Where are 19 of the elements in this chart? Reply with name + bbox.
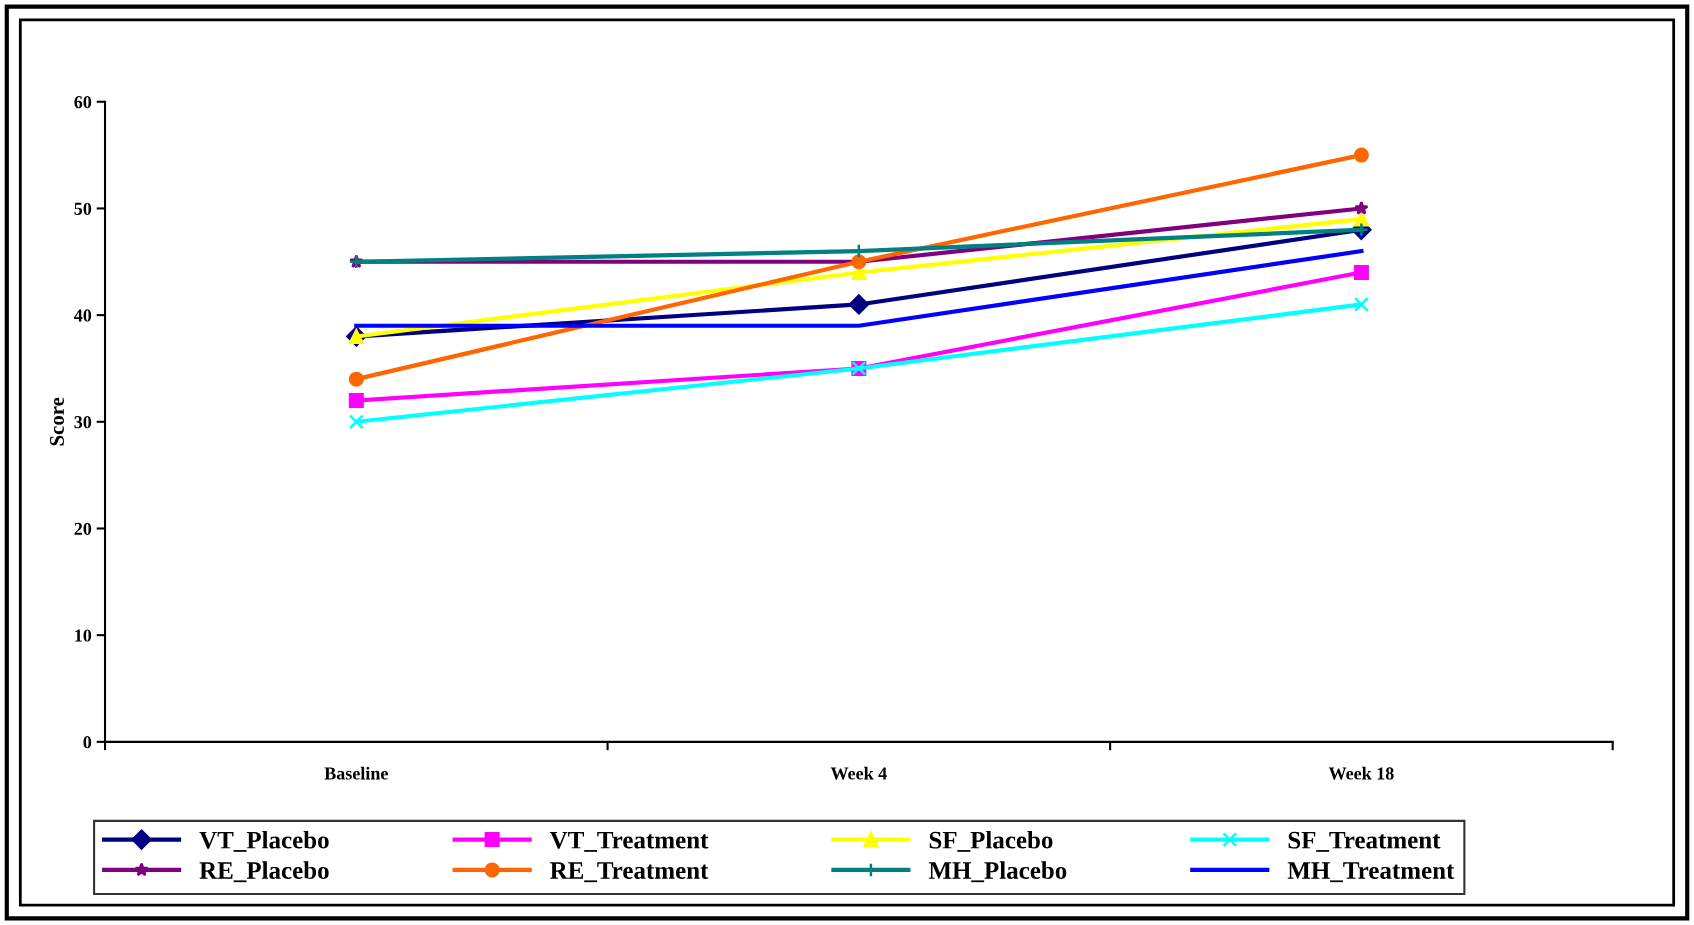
y-tick-label: 20	[74, 522, 92, 535]
legend-label: SF_Placebo	[929, 831, 1053, 852]
legend-label: MH_Placebo	[928, 861, 1067, 883]
x-tick-label: Baseline	[324, 766, 388, 780]
y-tick-label: 0	[83, 736, 92, 749]
x-tick-label: Week 18	[1328, 766, 1394, 780]
y-tick-label: 40	[74, 309, 92, 322]
y-tick-label: 30	[74, 416, 92, 429]
legend-label: VT_Treatment	[549, 831, 709, 852]
legend-label: SF_Treatment	[1288, 831, 1441, 852]
legend-label: RE_Treatment	[550, 862, 709, 883]
legend-label: VT_Placebo	[199, 831, 329, 852]
y-axis-title: Score	[49, 397, 64, 446]
legend-label: RE_Placebo	[199, 861, 329, 883]
y-tick-label: 50	[74, 202, 92, 215]
y-tick-label: 60	[74, 96, 92, 109]
y-tick-label: 10	[75, 629, 92, 642]
legend-label: MH_Treatment	[1287, 862, 1455, 883]
x-tick-label: Week 4	[830, 766, 887, 780]
